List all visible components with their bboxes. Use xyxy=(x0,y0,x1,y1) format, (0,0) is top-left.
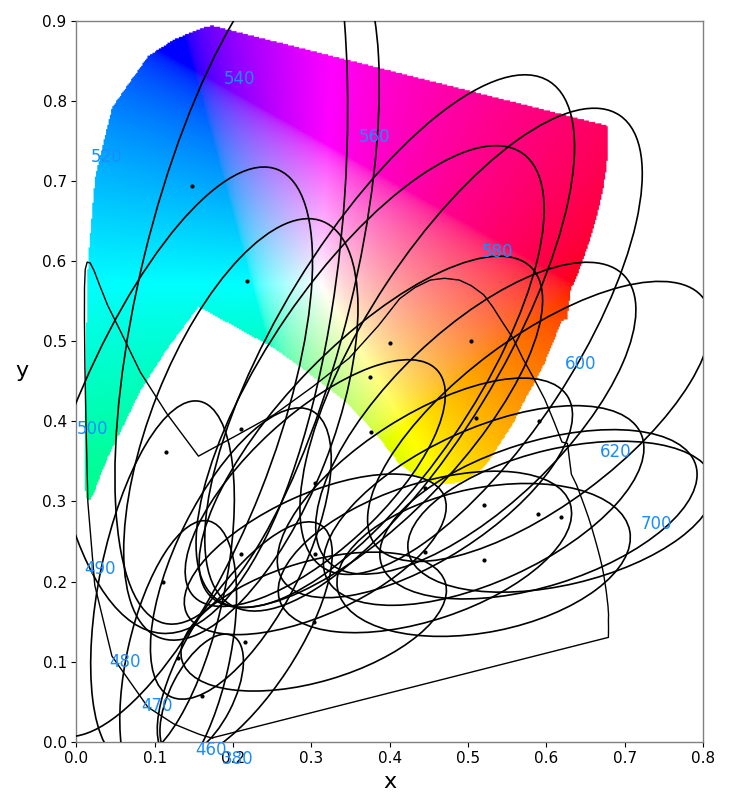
Text: 490: 490 xyxy=(84,560,115,578)
Text: 580: 580 xyxy=(482,243,514,261)
Text: 540: 540 xyxy=(223,69,255,88)
Text: 520: 520 xyxy=(91,148,122,166)
Text: 380: 380 xyxy=(221,751,253,768)
Text: 600: 600 xyxy=(565,355,596,373)
Y-axis label: y: y xyxy=(15,362,28,382)
Text: 700: 700 xyxy=(640,515,672,533)
X-axis label: x: x xyxy=(383,772,396,792)
Text: 500: 500 xyxy=(77,420,108,438)
Text: 460: 460 xyxy=(196,741,227,759)
Text: 560: 560 xyxy=(358,128,390,146)
Text: 620: 620 xyxy=(599,443,631,461)
Text: 470: 470 xyxy=(142,697,173,716)
Text: 480: 480 xyxy=(110,653,141,671)
